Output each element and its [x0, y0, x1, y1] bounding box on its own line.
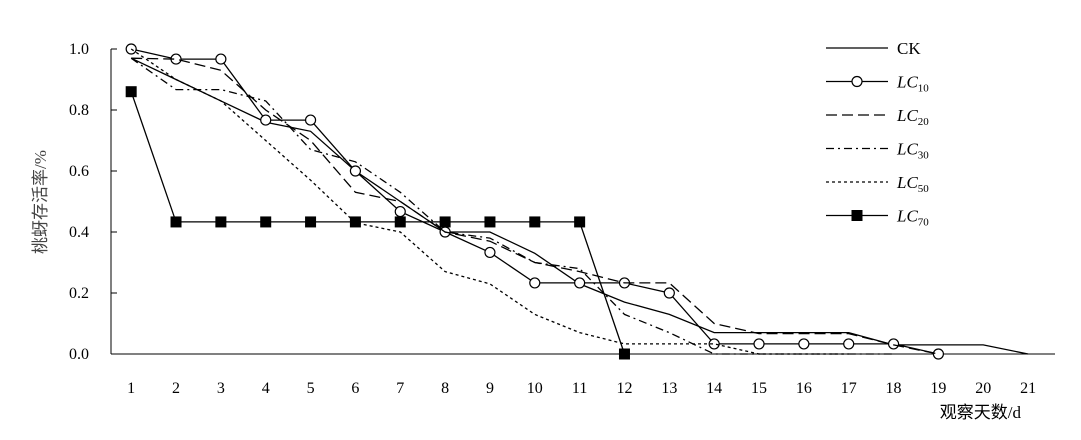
legend-label-subscript: 20: [918, 116, 930, 128]
legend-label-subscript: 10: [918, 83, 930, 95]
legend-label: LC10: [896, 73, 929, 95]
series-line-lc50: [130, 48, 849, 355]
data-point: [484, 246, 496, 259]
x-tick-label: 6: [351, 380, 359, 397]
x-tick-label: 19: [930, 380, 946, 397]
x-tick-label: 3: [217, 380, 225, 397]
legend: CK LC10 LC20 LC30 LC50 LC70: [826, 39, 929, 229]
data-point: [932, 348, 945, 360]
x-tick-label: 7: [396, 380, 404, 397]
data-point: [574, 277, 586, 289]
y-tick-label: 0.2: [69, 285, 89, 302]
series-line-lc70: [130, 91, 626, 355]
series-lc30: [130, 57, 894, 355]
legend-label: LC20: [896, 106, 929, 128]
legend-label: LC30: [896, 140, 929, 162]
data-point: [439, 216, 451, 228]
data-point: [125, 86, 137, 98]
x-tick-label: 11: [572, 380, 587, 397]
data-point: [215, 216, 227, 228]
data-point: [887, 338, 900, 350]
x-tick-label: 10: [527, 380, 543, 397]
data-point: [618, 348, 630, 360]
legend-label-subscript: 50: [918, 183, 930, 195]
data-point: [708, 338, 720, 350]
data-point: [260, 216, 272, 228]
data-point: [484, 216, 496, 228]
data-point: [349, 216, 361, 228]
data-point: [260, 114, 272, 126]
y-tick-label: 0.4: [69, 224, 89, 241]
data-point: [394, 216, 406, 228]
series-lc70: [125, 86, 630, 360]
series-line-lc10: [131, 48, 939, 355]
x-tick-label: 9: [486, 380, 494, 397]
x-tick-label: 13: [661, 380, 677, 397]
data-point: [170, 216, 182, 228]
x-tick-label: 14: [706, 380, 722, 397]
x-tick-label: 18: [886, 380, 902, 397]
legend-marker: [851, 210, 863, 221]
series-layer: [125, 43, 1029, 360]
y-tick-label: 1.0: [69, 41, 89, 58]
x-tick-label: 2: [172, 380, 180, 397]
x-tick-label: 15: [751, 380, 767, 397]
y-tick-label: 0.6: [69, 163, 89, 180]
data-point: [753, 338, 765, 350]
data-point: [305, 216, 317, 228]
series-ck: [130, 57, 1029, 355]
series-line-lc30: [130, 57, 894, 355]
legend-item-lc30: LC30: [826, 140, 929, 162]
series-lc50: [130, 48, 849, 355]
data-point: [574, 216, 586, 228]
legend-item-lc50: LC50: [826, 173, 929, 195]
y-axis-title: 桃蚜存活率/%: [31, 150, 50, 254]
data-point: [215, 53, 227, 65]
x-tick-label: 12: [616, 380, 632, 397]
x-tick-label: 20: [975, 380, 991, 397]
x-tick-label: 4: [262, 380, 270, 397]
data-point: [349, 165, 362, 177]
legend-label: LC70: [896, 207, 929, 229]
legend-label: CK: [897, 39, 921, 58]
legend-item-ck: CK: [826, 39, 921, 58]
data-point: [125, 43, 137, 55]
x-axis-title: 观察天数/d: [940, 403, 1022, 422]
y-tick-label: 0.0: [69, 346, 89, 363]
data-point: [843, 338, 855, 350]
x-tick-label: 17: [841, 380, 857, 397]
data-point: [394, 205, 406, 218]
legend-label: LC50: [896, 173, 929, 195]
legend-label-subscript: 30: [918, 150, 930, 162]
legend-item-lc10: LC10: [826, 73, 929, 95]
legend-marker: [851, 75, 863, 88]
legend-item-lc70: LC70: [826, 207, 929, 229]
data-point: [663, 287, 675, 299]
x-tick-label: 8: [441, 380, 449, 397]
x-tick-label: 1: [127, 380, 135, 397]
data-point: [529, 277, 541, 289]
legend-label-subscript: 70: [918, 217, 930, 229]
chart-axes: 0.00.20.40.60.81.01 2 3 4 5 6 7 8 9 10 11 12 13 14 15 1…: [69, 41, 1055, 397]
series-lc10: [125, 43, 945, 360]
x-tick-label: 16: [796, 380, 812, 397]
x-tick-label: 21: [1020, 380, 1036, 397]
y-tick-label: 0.8: [69, 102, 89, 119]
data-point: [529, 216, 541, 228]
legend-item-lc20: LC20: [826, 106, 929, 128]
data-point: [304, 114, 317, 126]
data-point: [798, 338, 810, 350]
series-line-ck: [130, 57, 1029, 355]
x-tick-label: 5: [307, 380, 315, 397]
